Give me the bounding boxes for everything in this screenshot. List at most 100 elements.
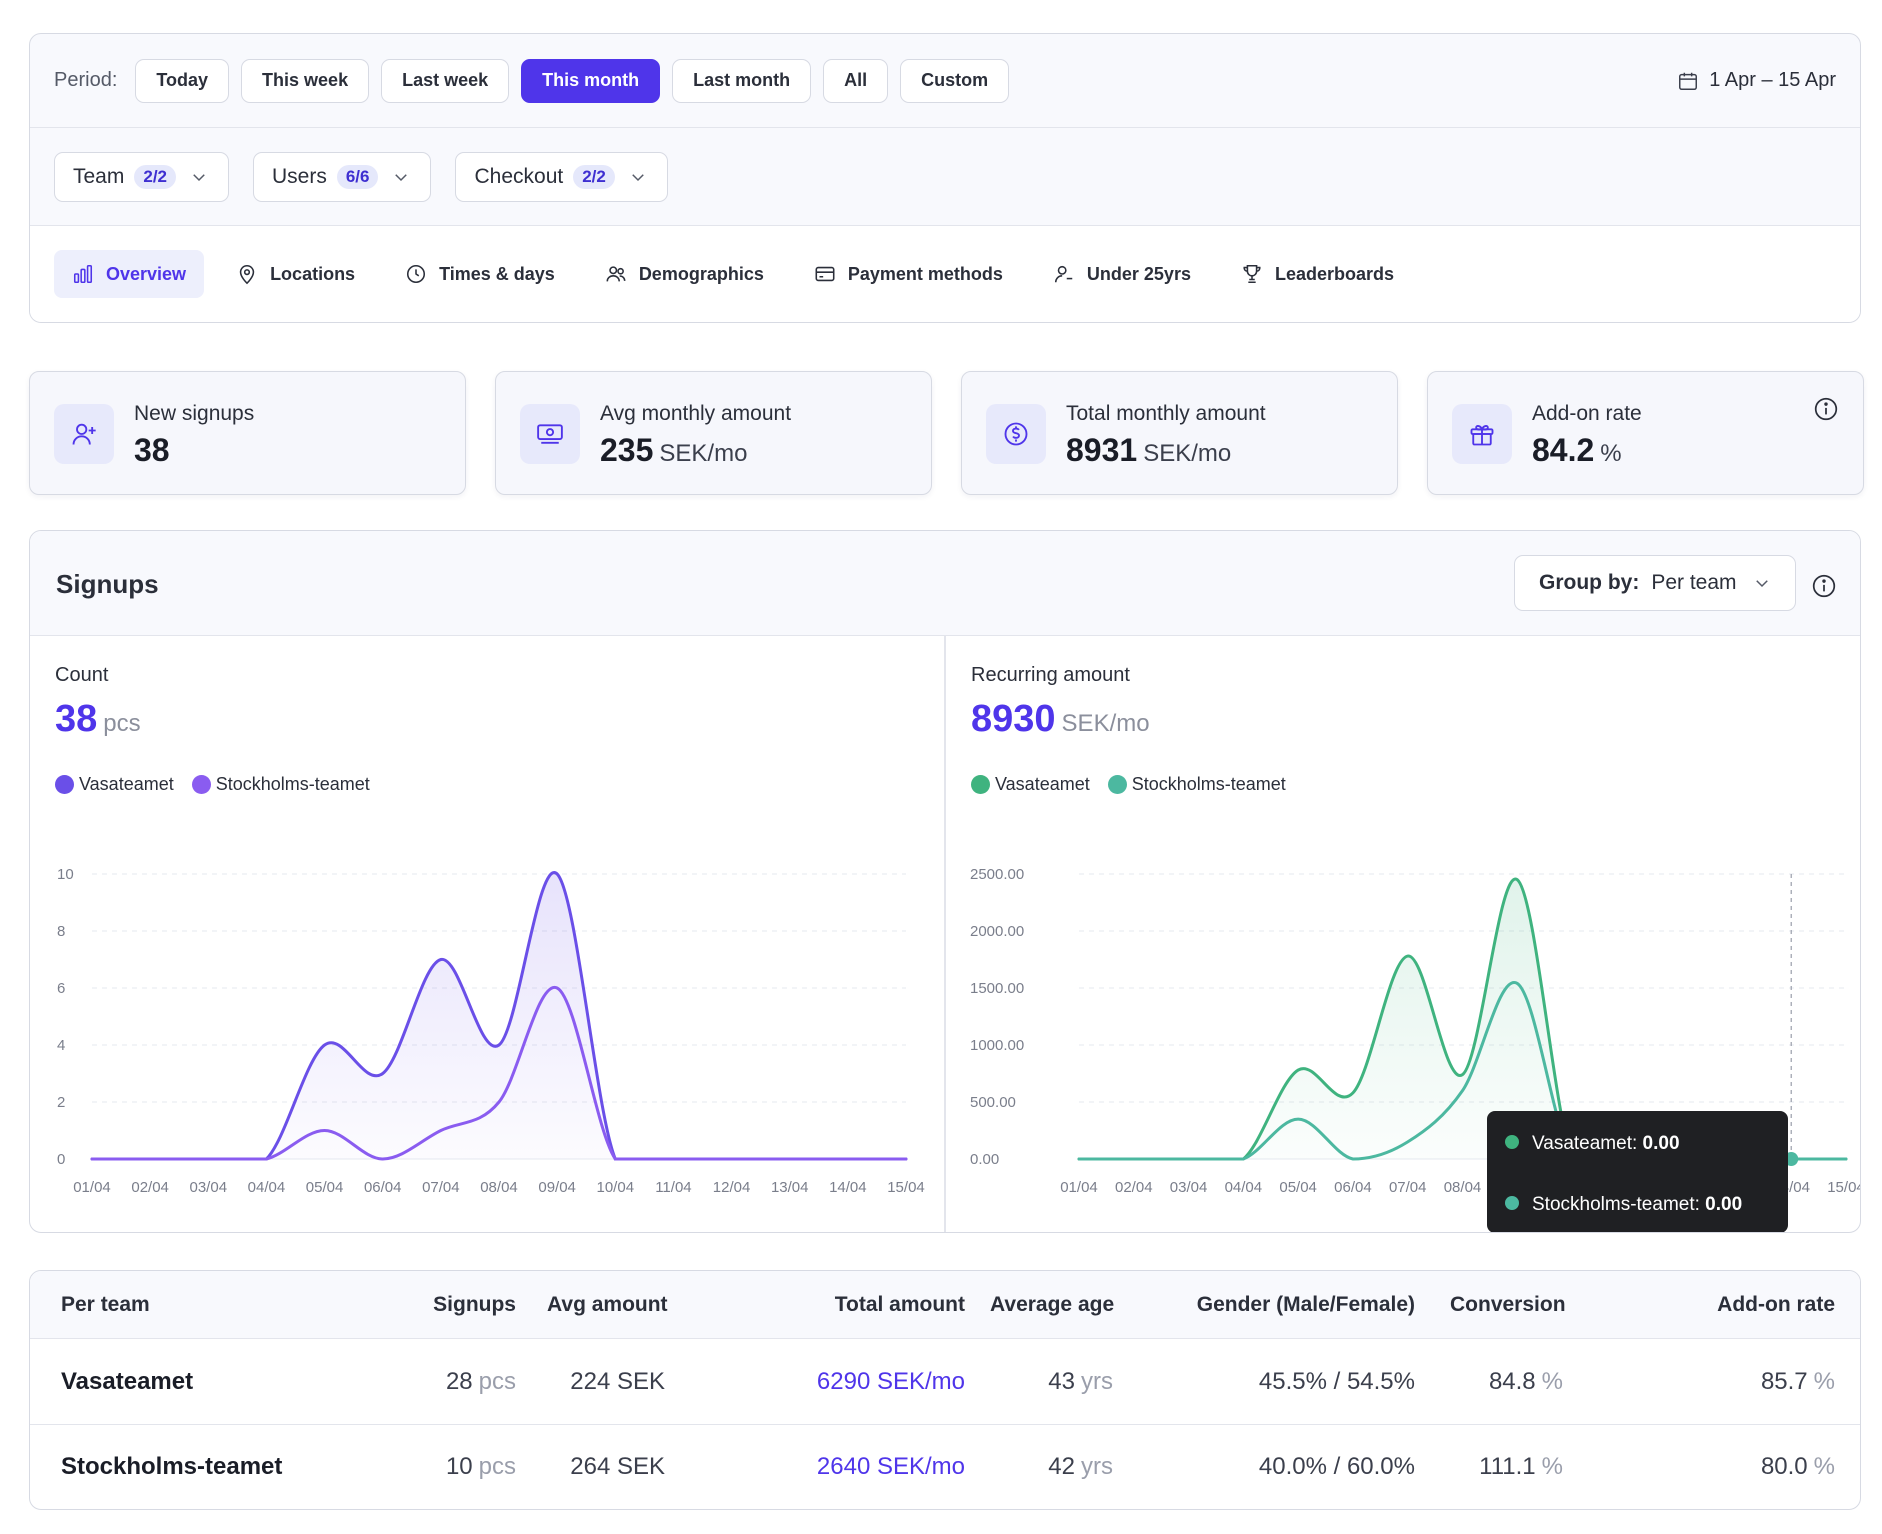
user-icon — [1054, 265, 1073, 283]
period-this-week-button[interactable]: This week — [241, 58, 370, 103]
cell-team: Vasateamet — [61, 1367, 194, 1395]
legend-item[interactable]: Vasateamet — [55, 774, 174, 795]
period-last-week-button[interactable]: Last week — [381, 58, 510, 103]
cell-conversion: 84.8% — [1450, 1339, 1563, 1424]
date-range[interactable]: 1 Apr – 15 Apr — [1677, 69, 1836, 92]
cell-unit: yrs — [1081, 1453, 1113, 1480]
header-gender[interactable]: Gender (Male/Female) — [1196, 1292, 1415, 1316]
header-add-on-rate[interactable]: Add-on rate — [1717, 1292, 1835, 1316]
x-tick-label: 01/04 — [73, 1179, 111, 1196]
header-avg-amount[interactable]: Avg amount — [547, 1292, 668, 1316]
group-by-select[interactable]: Group by: Per team — [1514, 555, 1796, 611]
calendar-icon — [1679, 72, 1698, 90]
x-tick-label: 02/04 — [1115, 1179, 1153, 1196]
team-select-badge: 2/2 — [134, 164, 176, 189]
kpi-avg-monthly-amount: Avg monthly amount 235 SEK/mo — [495, 371, 932, 495]
header-signups[interactable]: Signups — [433, 1292, 516, 1316]
cell-average-age: 43 yrs — [990, 1339, 1113, 1424]
signups-panel: Signups Group by: Per team Count 38 pcs V… — [29, 530, 1861, 1233]
kpi-label: Add-on rate — [1532, 402, 1642, 425]
x-tick-label: 07/04 — [1389, 1179, 1427, 1196]
cell-unit: % — [1541, 1453, 1563, 1480]
users-icon — [606, 266, 626, 282]
tab-under-25yrs[interactable]: Under 25yrs — [1035, 250, 1209, 298]
x-tick-label: 08/04 — [1444, 1179, 1482, 1196]
kpi-icon-box — [1452, 404, 1512, 464]
header-per-team[interactable]: Per team — [61, 1292, 150, 1316]
map-pin-icon — [239, 264, 255, 285]
table-header: Per team Signups Avg amount Total amount… — [30, 1271, 1860, 1339]
x-tick-label: 12/04 — [713, 1179, 751, 1196]
count-chart-total-unit: pcs — [103, 710, 141, 737]
cell-avg-amount: 224 SEK — [570, 1367, 665, 1395]
kpi-unit: SEK/mo — [1143, 440, 1232, 467]
cell-unit: pcs — [478, 1367, 516, 1395]
x-tick-label: 06/04 — [1334, 1179, 1372, 1196]
y-tick-label: 2 — [57, 1094, 65, 1111]
group-by-label: Group by: — [1539, 571, 1640, 594]
tab-times-days[interactable]: Times & days — [387, 250, 573, 298]
clock-icon — [407, 264, 426, 284]
tooltip-row: Stockholms-teamet: 0.00 — [1532, 1194, 1742, 1215]
x-tick-label: 03/04 — [190, 1179, 228, 1196]
header-average-age[interactable]: Average age — [990, 1292, 1115, 1316]
legend-label: Vasateamet — [79, 774, 174, 794]
tab-demographics[interactable]: Demographics — [587, 250, 782, 298]
legend-label: Stockholms-teamet — [1131, 774, 1286, 794]
dollar-circle-icon — [1004, 422, 1028, 446]
gift-icon — [1470, 425, 1494, 446]
info-icon[interactable] — [1813, 396, 1839, 422]
series-area-vasateamet — [92, 872, 906, 1159]
period-label: Period: — [54, 69, 118, 91]
checkout-select[interactable]: Checkout 2/2 — [455, 151, 668, 202]
banknote-icon — [537, 424, 563, 444]
tab-locations[interactable]: Locations — [218, 250, 373, 298]
kpi-icon-box — [54, 404, 114, 464]
tab-leaderboards[interactable]: Leaderboards — [1223, 250, 1412, 298]
header-total-amount[interactable]: Total amount — [834, 1292, 965, 1316]
legend-label: Vasateamet — [995, 774, 1090, 794]
tab-payment-methods[interactable]: Payment methods — [796, 250, 1021, 298]
tooltip-dot — [1505, 1135, 1519, 1149]
chevron-down-icon — [632, 173, 644, 181]
tab-demographics-label: Demographics — [638, 263, 764, 284]
period-today-button[interactable]: Today — [135, 58, 230, 103]
signups-title: Signups — [56, 569, 159, 599]
period-all-button[interactable]: All — [823, 58, 889, 103]
cell-avg-amount: 264 SEK — [570, 1453, 665, 1480]
cell-conversion-value: 84.8 — [1488, 1367, 1536, 1395]
team-select[interactable]: Team 2/2 — [54, 151, 229, 202]
period-custom-button[interactable]: Custom — [900, 58, 1010, 103]
period-last-month-button[interactable]: Last month — [672, 58, 812, 103]
kpi-unit: % — [1600, 440, 1622, 467]
chevron-down-icon — [395, 173, 408, 181]
legend-item[interactable]: Stockholms-teamet — [1107, 774, 1286, 795]
kpi-unit: SEK/mo — [659, 440, 748, 467]
amount-chart-pane: Recurring amount 8930 SEK/mo Vasateamet S… — [946, 636, 1860, 1232]
credit-card-icon — [815, 266, 835, 282]
x-tick-label: 04/04 — [248, 1179, 286, 1196]
kpi-total-monthly-amount: Total monthly amount 8931 SEK/mo — [961, 371, 1398, 495]
cell-unit: yrs — [1081, 1367, 1113, 1395]
cell-average-age: 42 yrs — [990, 1425, 1113, 1509]
x-tick-label: 09/04 — [538, 1179, 576, 1196]
table-row[interactable]: Stockholms-teamet 10 pcs 264 SEK 2640 SEK… — [30, 1424, 1860, 1509]
group-by-value: Per team — [1651, 571, 1737, 594]
y-tick-label: 2500.00 — [970, 866, 1024, 883]
users-select[interactable]: Users 6/6 — [253, 151, 432, 202]
period-this-month-button[interactable]: This month — [521, 58, 661, 103]
header-conversion[interactable]: Conversion — [1450, 1292, 1566, 1316]
table-row[interactable]: Vasateamet 28 pcs 224 SEK 6290 SEK/mo 43 y… — [30, 1339, 1860, 1424]
info-icon[interactable] — [1811, 573, 1837, 599]
tab-row: Overview Locations Times & days Demograp… — [30, 226, 1860, 322]
cell-addon-value: 85.7 — [1760, 1367, 1808, 1395]
cell-total-amount-link[interactable]: 2640 SEK/mo — [816, 1453, 965, 1480]
kpi-icon-box — [520, 404, 580, 464]
tab-overview[interactable]: Overview — [54, 250, 205, 298]
count-chart-title: Count — [55, 664, 109, 686]
y-tick-label: 1000.00 — [970, 1037, 1024, 1054]
legend-item[interactable]: Stockholms-teamet — [191, 774, 370, 795]
kpi-value: 84.2% — [1532, 432, 1622, 469]
legend-item[interactable]: Vasateamet — [971, 774, 1090, 795]
cell-total-amount-link[interactable]: 6290 SEK/mo — [816, 1367, 965, 1395]
